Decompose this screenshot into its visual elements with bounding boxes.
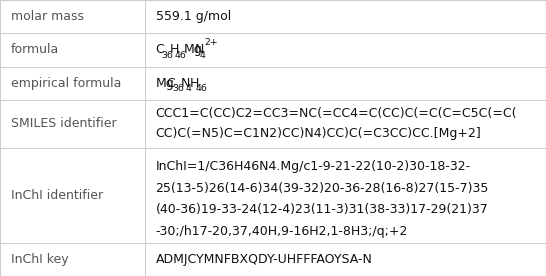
Text: H: H [190,77,200,90]
Text: Mg: Mg [156,77,174,90]
Text: 559.1 g/mol: 559.1 g/mol [156,10,231,23]
Text: -30;/h17-20,37,40H,9-16H2,1-8H3;/q;+2: -30;/h17-20,37,40H,9-16H2,1-8H3;/q;+2 [156,225,408,238]
Text: InChI=1/C36H46N4.Mg/c1-9-21-22(10-2)30-18-32-: InChI=1/C36H46N4.Mg/c1-9-21-22(10-2)30-1… [156,160,471,173]
Text: C: C [156,43,164,56]
Text: CCC1=C(CC)C2=CC3=NC(=CC4=C(CC)C(=C(C=C5C(=C(: CCC1=C(CC)C2=CC3=NC(=CC4=C(CC)C(=C(C=C5C… [156,107,517,120]
Text: N: N [194,43,204,56]
Text: 46: 46 [195,84,207,94]
Text: ADMJCYMNFBXQDY-UHFFFAOYSA-N: ADMJCYMNFBXQDY-UHFFFAOYSA-N [156,253,372,266]
Text: 2+: 2+ [204,38,218,47]
Text: Mg: Mg [183,43,202,56]
Text: 36: 36 [172,84,184,94]
Text: 36: 36 [161,51,173,60]
Text: empirical formula: empirical formula [11,77,121,90]
Text: 46: 46 [175,51,187,60]
Text: InChI identifier: InChI identifier [11,189,103,202]
Text: (40-36)19-33-24(12-4)23(11-3)31(38-33)17-29(21)37: (40-36)19-33-24(12-4)23(11-3)31(38-33)17… [156,203,488,216]
Text: InChI key: InChI key [11,253,69,266]
Text: formula: formula [11,43,59,56]
Text: SMILES identifier: SMILES identifier [11,117,116,130]
Text: C: C [167,77,175,90]
Text: CC)C(=N5)C=C1N2)CC)N4)CC)C(=C3CC)CC.[Mg+2]: CC)C(=N5)C=C1N2)CC)N4)CC)C(=C3CC)CC.[Mg+… [156,127,482,140]
Text: 4: 4 [200,51,206,60]
Text: N: N [181,77,190,90]
Text: 25(13-5)26(14-6)34(39-32)20-36-28(16-8)27(15-7)35: 25(13-5)26(14-6)34(39-32)20-36-28(16-8)2… [156,182,489,195]
Text: molar mass: molar mass [11,10,84,23]
Text: H: H [169,43,179,56]
Text: 4: 4 [186,84,192,94]
